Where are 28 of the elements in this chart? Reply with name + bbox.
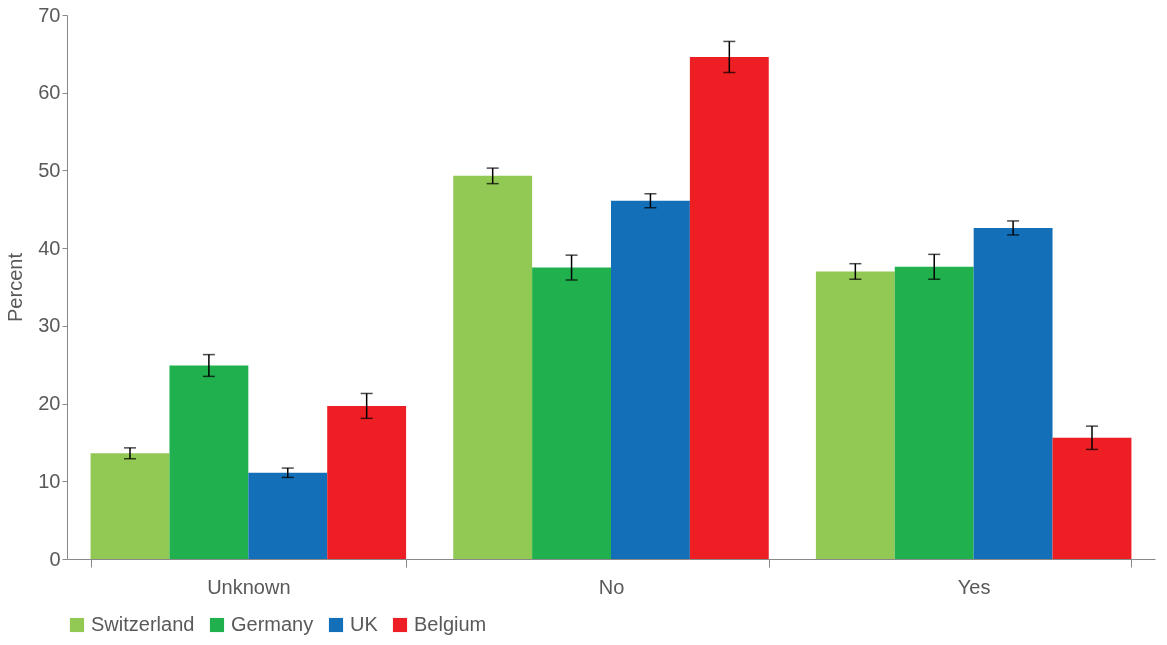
bar <box>248 472 328 559</box>
y-tick-label: 10 <box>38 469 61 492</box>
bar <box>532 267 611 559</box>
x-tick-label: Unknown <box>207 575 291 598</box>
legend-label: Switzerland <box>91 613 195 635</box>
bar <box>973 227 1053 559</box>
bar <box>1052 437 1132 559</box>
y-tick-label: 70 <box>38 3 61 26</box>
bar <box>327 405 407 559</box>
y-tick-label: 20 <box>38 392 61 415</box>
bar <box>894 266 974 559</box>
bar <box>90 453 170 559</box>
legend-label: Germany <box>231 613 314 635</box>
x-tick-label: No <box>598 575 625 598</box>
bar <box>169 365 249 559</box>
bar <box>453 175 533 559</box>
bar <box>611 200 690 559</box>
legend-label: UK <box>350 613 379 635</box>
legend-label: Belgium <box>414 613 487 635</box>
x-tick-label: Yes <box>957 575 991 598</box>
bar <box>689 56 769 559</box>
bar <box>815 271 895 559</box>
y-tick-label: 40 <box>38 236 61 259</box>
y-tick-label: 30 <box>38 314 61 337</box>
y-tick-label: 60 <box>38 81 61 104</box>
y-axis-title: Percent <box>4 252 27 322</box>
y-tick-label: 0 <box>49 547 61 570</box>
y-tick-label: 50 <box>38 158 61 181</box>
